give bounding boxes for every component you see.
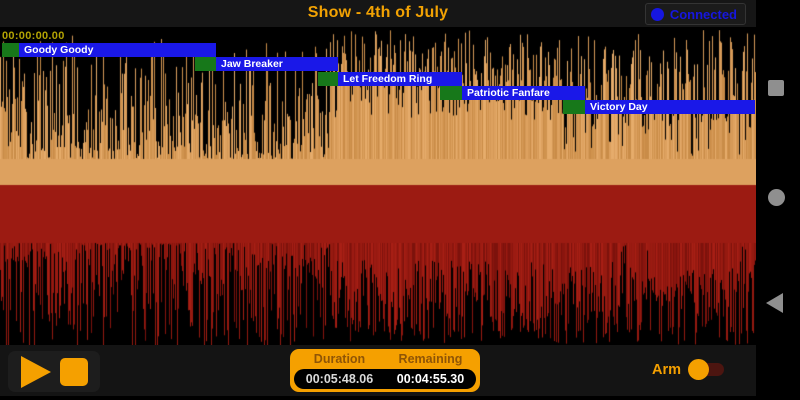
arm-toggle[interactable] bbox=[688, 359, 724, 380]
android-nav-bar bbox=[756, 0, 800, 400]
track-cue-marker[interactable] bbox=[318, 71, 338, 86]
track-label: Goody Goody bbox=[24, 44, 94, 56]
home-circle-icon[interactable] bbox=[768, 189, 785, 206]
bottom-bar: Duration Remaining 00:05:48.06 00:04:55.… bbox=[0, 345, 756, 400]
track-bar[interactable]: Jaw Breaker bbox=[216, 57, 338, 72]
top-bar: Show - 4th of July Connected bbox=[0, 0, 756, 27]
divider bbox=[0, 27, 756, 30]
time-stats-panel: Duration Remaining 00:05:48.06 00:04:55.… bbox=[290, 349, 480, 392]
track-bar[interactable]: Let Freedom Ring bbox=[338, 71, 462, 86]
stop-button[interactable] bbox=[59, 357, 88, 386]
track-label: Victory Day bbox=[590, 101, 648, 114]
app-window: Show - 4th of July Connected 00:00:00.00… bbox=[0, 0, 756, 400]
track-label: Jaw Breaker bbox=[221, 58, 283, 71]
track-cue-marker[interactable] bbox=[195, 57, 216, 72]
track-cue-marker[interactable] bbox=[563, 100, 585, 115]
waveform-timeline[interactable]: 00:00:00.00 Goody Goody Jaw Breaker Let Fr… bbox=[0, 30, 756, 345]
track-label: Let Freedom Ring bbox=[343, 72, 433, 85]
arm-toggle-thumb bbox=[688, 359, 709, 380]
playhead-timestamp: 00:00:00.00 bbox=[2, 30, 65, 42]
track-bar[interactable]: Victory Day bbox=[585, 100, 755, 115]
arm-label: Arm bbox=[651, 361, 681, 378]
track-cue-marker[interactable] bbox=[440, 85, 462, 100]
remaining-label: Remaining bbox=[398, 352, 463, 366]
play-button[interactable] bbox=[20, 355, 51, 388]
arm-control: Arm bbox=[652, 359, 724, 380]
track-bar[interactable]: Patriotic Fanfare bbox=[462, 85, 585, 100]
connection-dot-icon bbox=[650, 7, 664, 21]
duration-value: 00:05:48.06 bbox=[305, 372, 374, 386]
connection-status-button[interactable]: Connected bbox=[644, 3, 746, 25]
track-bar[interactable]: Goody Goody bbox=[19, 43, 216, 57]
transport-controls bbox=[8, 351, 100, 392]
remaining-value: 00:04:55.30 bbox=[396, 372, 465, 386]
track-label: Patriotic Fanfare bbox=[467, 86, 550, 99]
page-title: Show - 4th of July bbox=[307, 4, 449, 21]
track-cue-marker[interactable] bbox=[2, 43, 19, 57]
duration-label: Duration bbox=[313, 352, 366, 366]
back-triangle-icon[interactable] bbox=[766, 293, 783, 313]
connection-status-label: Connected bbox=[669, 6, 737, 22]
recents-square-icon[interactable] bbox=[768, 80, 784, 96]
